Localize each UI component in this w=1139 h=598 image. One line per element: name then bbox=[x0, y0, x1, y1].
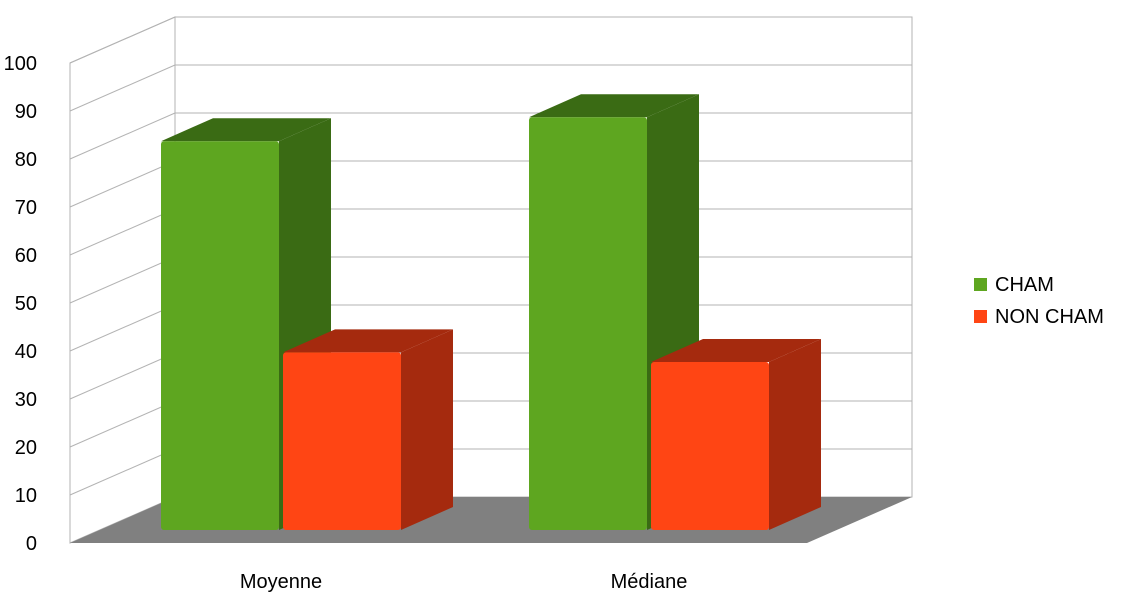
y-tick-label: 80 bbox=[15, 149, 37, 171]
y-tick-label: 0 bbox=[26, 533, 37, 555]
gridline-side bbox=[69, 208, 176, 256]
bar bbox=[283, 329, 453, 530]
y-tick-label: 30 bbox=[15, 389, 37, 411]
bar-front bbox=[161, 141, 279, 530]
gridline-side bbox=[69, 400, 176, 448]
bar-side bbox=[769, 339, 821, 530]
legend-swatch bbox=[974, 310, 987, 323]
x-tick-label: Moyenne bbox=[240, 571, 322, 593]
bar-side bbox=[401, 329, 453, 530]
bar-front bbox=[529, 117, 647, 530]
bar bbox=[651, 339, 821, 530]
bar-top bbox=[651, 339, 821, 362]
legend-swatch bbox=[974, 278, 987, 291]
legend-label: CHAM bbox=[995, 274, 1054, 296]
gridline-side bbox=[69, 256, 176, 304]
gridline-side bbox=[69, 448, 176, 496]
gridline-side bbox=[69, 112, 176, 160]
bar-top bbox=[529, 94, 699, 118]
bar-top bbox=[283, 329, 453, 353]
y-axis: 0 10 20 30 40 50 60 70 80 90 100 bbox=[4, 53, 37, 555]
legend-label: NON CHAM bbox=[995, 306, 1104, 328]
gridline-side bbox=[69, 160, 176, 208]
y-tick-label: 50 bbox=[15, 293, 37, 315]
y-tick-label: 90 bbox=[15, 101, 37, 123]
gridline-side bbox=[69, 64, 176, 112]
y-tick-label: 100 bbox=[4, 53, 37, 75]
gridline-side bbox=[69, 16, 176, 64]
gridline-side bbox=[69, 304, 176, 352]
bar-front bbox=[283, 352, 401, 530]
y-tick-label: 40 bbox=[15, 341, 37, 363]
legend-item: CHAM bbox=[974, 274, 1054, 296]
bar-top bbox=[161, 118, 331, 142]
y-tick-label: 20 bbox=[15, 437, 37, 459]
legend-item: NON CHAM bbox=[974, 306, 1104, 328]
y-tick-label: 10 bbox=[15, 485, 37, 507]
x-tick-label: Médiane bbox=[611, 571, 688, 593]
gridline-side bbox=[69, 352, 176, 400]
legend: CHAM NON CHAM bbox=[974, 274, 1104, 328]
bars bbox=[161, 94, 821, 530]
y-tick-label: 70 bbox=[15, 197, 37, 219]
y-tick-label: 60 bbox=[15, 245, 37, 267]
x-axis: Moyenne Médiane bbox=[240, 571, 688, 593]
bar-front bbox=[651, 362, 769, 530]
